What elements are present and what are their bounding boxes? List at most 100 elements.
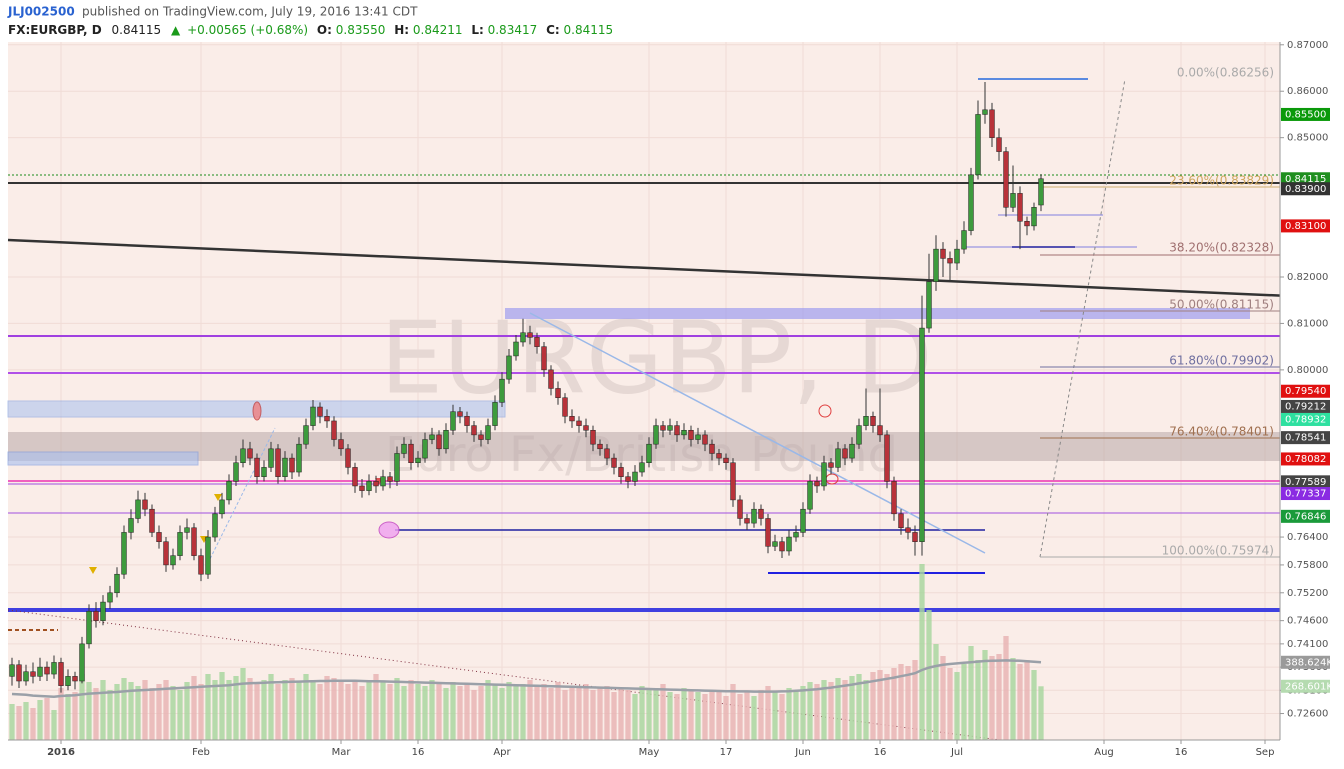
candle-body <box>681 429 687 436</box>
fib-label: 76.40%(0.78401) <box>1169 425 1274 439</box>
volume-bar <box>387 684 393 740</box>
volume-bar <box>464 684 470 740</box>
candle-body <box>443 429 449 450</box>
candle-body <box>702 434 708 445</box>
volume-bar <box>16 706 22 740</box>
marker <box>89 567 97 574</box>
candle-body <box>653 425 659 445</box>
candle-body <box>135 499 141 519</box>
c-label: C: <box>546 23 560 37</box>
candle-body <box>394 453 400 482</box>
volume-bar <box>506 682 512 740</box>
candle-body <box>919 327 925 542</box>
candle-body <box>499 378 505 403</box>
volume-bar <box>457 686 463 740</box>
price-badge-label: 0.83900 <box>1285 184 1326 195</box>
volume-bar <box>723 696 729 740</box>
fib-label: 100.00%(0.75974) <box>1162 544 1274 558</box>
volume-bar <box>870 672 876 740</box>
candle-body <box>268 448 274 468</box>
o-label: O: <box>317 23 332 37</box>
user[interactable]: JLJ002500 <box>7 5 75 19</box>
x-tick-label: 16 <box>1175 747 1188 758</box>
candle-body <box>863 416 869 426</box>
candle-body <box>954 248 960 264</box>
candle-body <box>842 448 848 459</box>
published: published on TradingView.com, July 19, 2… <box>82 5 418 19</box>
y-tick-label: 0.74100 <box>1287 639 1328 650</box>
volume-bar <box>170 686 176 740</box>
candle-body <box>261 467 267 477</box>
candle-body <box>1003 151 1009 208</box>
fib-label: 23.60%(0.83829) <box>1169 174 1274 188</box>
volume-bar <box>268 674 274 740</box>
volume-bar <box>597 688 603 740</box>
volume-bar <box>107 690 113 740</box>
candle-body <box>996 137 1002 152</box>
price-badge-label: 0.79540 <box>1285 386 1326 397</box>
candle-body <box>905 527 911 533</box>
volume-bar <box>114 684 120 740</box>
candle-body <box>16 664 22 682</box>
y-tick-label: 0.86000 <box>1287 86 1328 97</box>
volume-bar <box>737 694 743 740</box>
volume-bar <box>198 684 204 740</box>
candle-body <box>835 448 841 468</box>
candle-body <box>191 527 197 556</box>
candle-body <box>65 676 71 686</box>
plot-area <box>8 42 1280 740</box>
candle-body <box>205 536 211 575</box>
price-badge-label: 0.85500 <box>1285 109 1326 120</box>
candle-body <box>415 457 421 464</box>
low: 0.83417 <box>488 23 538 37</box>
volume-bar <box>79 674 85 740</box>
candle-body <box>751 508 757 524</box>
axes: 0.87000 0.86000 0.85000 0.82000 0.81000 0.800… <box>47 40 1333 758</box>
volume-bar <box>814 684 820 740</box>
price-badge-label: 0.78932 <box>1285 414 1326 425</box>
marker <box>818 404 832 418</box>
candle-body <box>324 416 330 422</box>
candle-body <box>289 457 295 473</box>
candle-body <box>352 467 358 487</box>
candle-body <box>275 448 281 477</box>
x-tick-label: 16 <box>412 747 425 758</box>
volume-bar <box>394 678 400 740</box>
volume-bar <box>352 680 358 740</box>
price-badge-label: 0.84115 <box>1285 174 1326 185</box>
candle-body <box>982 109 988 115</box>
volume-bar <box>562 690 568 740</box>
candle-body <box>926 281 932 329</box>
volume-bar <box>772 692 778 740</box>
x-tick-label: Aug <box>1094 747 1114 758</box>
candle-body <box>513 341 519 357</box>
volume-bar <box>548 688 554 740</box>
candle-body <box>114 573 120 594</box>
volume-bar <box>534 686 540 740</box>
volume-bar <box>940 656 946 740</box>
volume-bar <box>639 686 645 740</box>
volume-bar <box>436 684 442 740</box>
price-badge <box>1281 399 1330 413</box>
volume-bar <box>51 710 57 740</box>
volume-bar <box>240 668 246 740</box>
volume-bar <box>128 682 134 740</box>
price-badge-label: 0.77337 <box>1285 489 1326 500</box>
candle-body <box>667 425 673 431</box>
price-badge <box>1281 412 1330 426</box>
price-badge <box>1281 107 1330 121</box>
candle-body <box>317 406 323 417</box>
candle-body <box>9 664 15 677</box>
candle-body <box>380 476 386 487</box>
arrow: ▲ <box>171 23 181 37</box>
volume-bar <box>618 688 624 740</box>
trend-line <box>7 609 1001 741</box>
candle-body <box>51 662 57 675</box>
volume-bar <box>975 660 981 740</box>
candle-body <box>37 666 43 677</box>
candle-body <box>569 416 575 422</box>
candle-body <box>429 434 435 440</box>
volume-bar <box>702 694 708 740</box>
candle-body <box>1031 207 1037 227</box>
candle-body <box>156 532 162 542</box>
